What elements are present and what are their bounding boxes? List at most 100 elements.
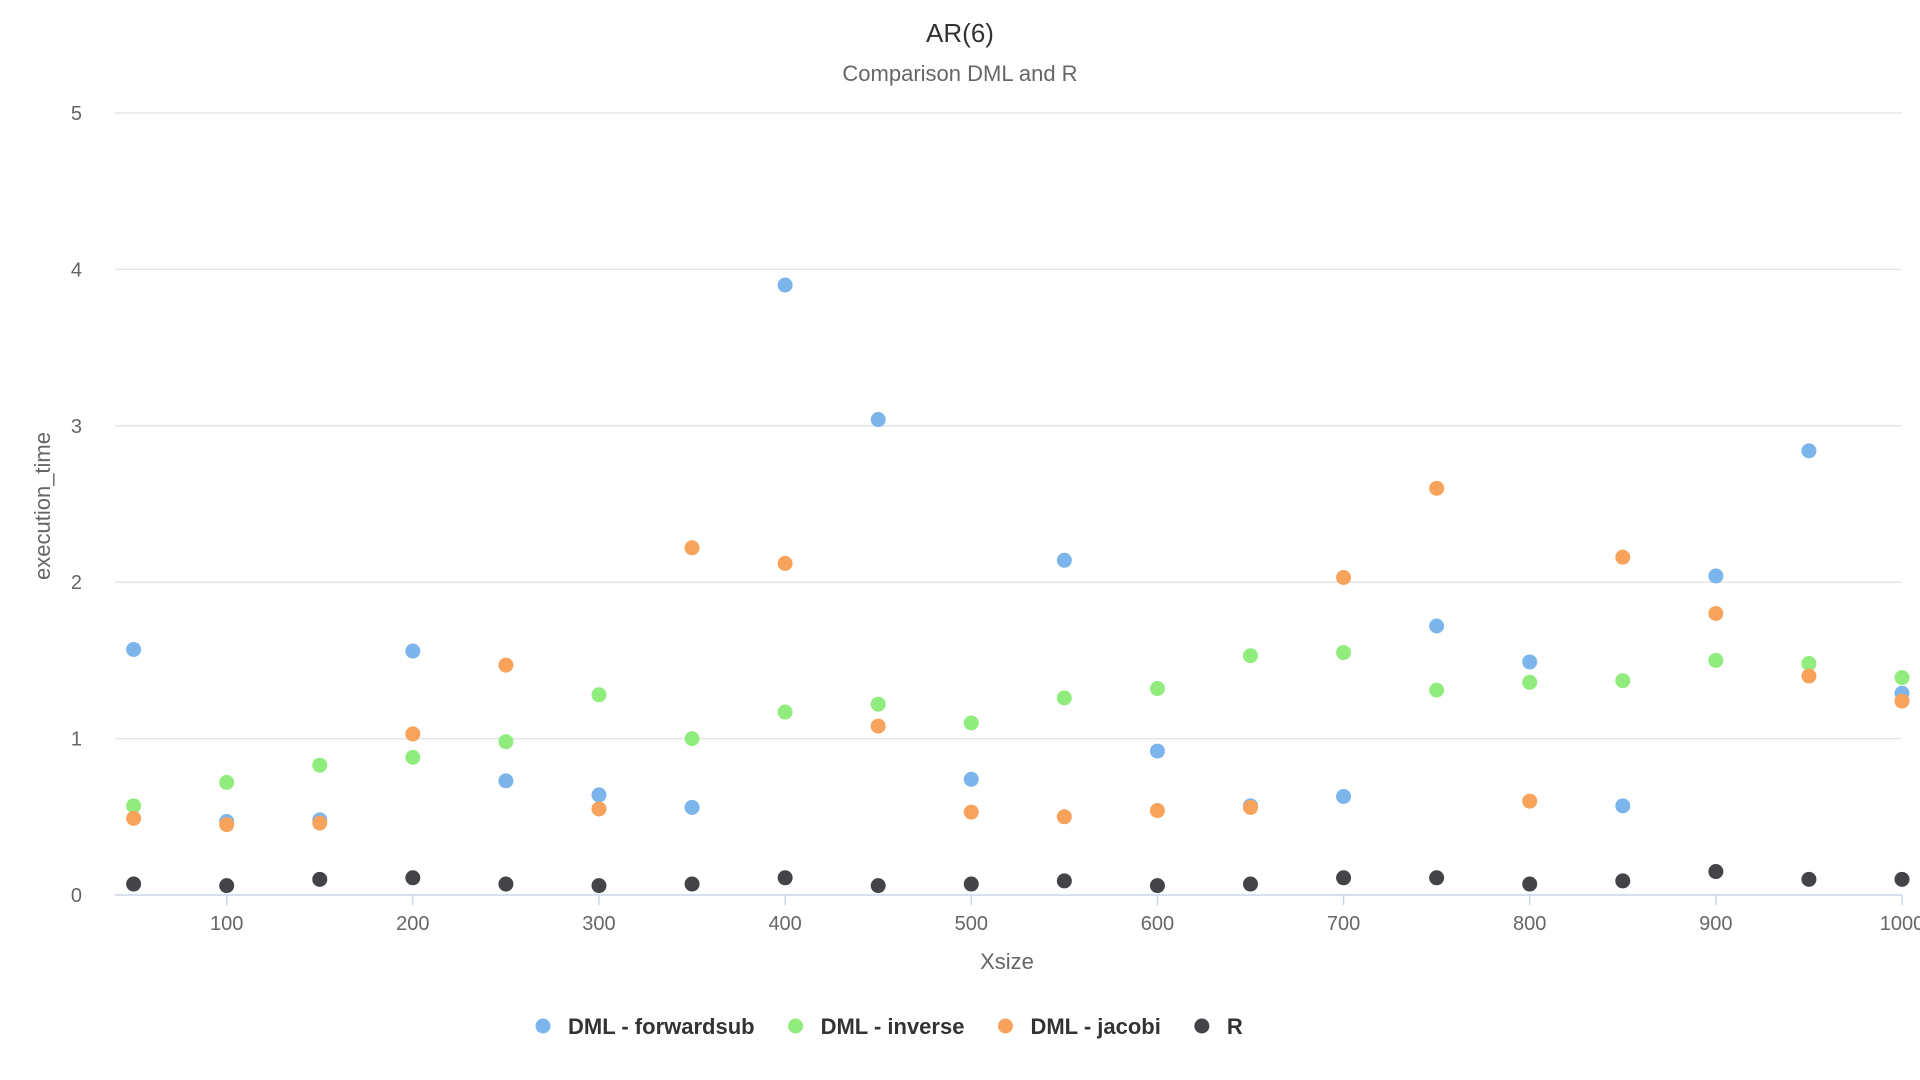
data-point[interactable]	[1801, 871, 1817, 887]
y-tick-label: 2	[71, 572, 82, 594]
data-point[interactable]	[219, 878, 235, 894]
x-tick-label: 500	[955, 913, 988, 935]
data-point[interactable]	[1708, 864, 1724, 880]
data-point[interactable]	[312, 815, 328, 831]
data-point[interactable]	[126, 641, 142, 657]
data-point[interactable]	[1894, 670, 1910, 686]
data-point[interactable]	[498, 876, 514, 892]
data-point[interactable]	[1242, 876, 1258, 892]
data-point[interactable]	[405, 870, 421, 886]
legend-item[interactable]: R	[1194, 1014, 1243, 1039]
data-point[interactable]	[126, 810, 142, 826]
data-point[interactable]	[312, 871, 328, 887]
data-point[interactable]	[777, 870, 793, 886]
data-point[interactable]	[777, 555, 793, 571]
data-point[interactable]	[1429, 870, 1445, 886]
data-point[interactable]	[1242, 799, 1258, 815]
data-point[interactable]	[1801, 443, 1817, 459]
data-point[interactable]	[1056, 809, 1072, 825]
data-point[interactable]	[1149, 681, 1165, 697]
data-point[interactable]	[219, 774, 235, 790]
data-point[interactable]	[1429, 618, 1445, 634]
data-point[interactable]	[1522, 876, 1538, 892]
data-point[interactable]	[684, 799, 700, 815]
data-point[interactable]	[591, 787, 607, 803]
data-point[interactable]	[1522, 793, 1538, 809]
data-point[interactable]	[1894, 693, 1910, 709]
y-axis-title: execution_time	[30, 432, 55, 580]
data-point[interactable]	[963, 804, 979, 820]
data-point[interactable]	[1149, 743, 1165, 759]
x-tick-label: 400	[768, 913, 801, 935]
data-point[interactable]	[777, 704, 793, 720]
data-point[interactable]	[405, 643, 421, 659]
data-point[interactable]	[405, 749, 421, 765]
data-point[interactable]	[1708, 652, 1724, 668]
data-point[interactable]	[963, 715, 979, 731]
data-point[interactable]	[1336, 788, 1352, 804]
data-point[interactable]	[591, 687, 607, 703]
data-point[interactable]	[870, 718, 886, 734]
data-point[interactable]	[1615, 673, 1631, 689]
data-point[interactable]	[963, 876, 979, 892]
x-tick-label: 600	[1141, 913, 1174, 935]
series-3	[126, 864, 1910, 894]
data-points	[126, 277, 1910, 894]
data-point[interactable]	[1056, 690, 1072, 706]
data-point[interactable]	[1056, 873, 1072, 889]
data-point[interactable]	[1522, 654, 1538, 670]
legend-item[interactable]: DML - forwardsub	[535, 1014, 755, 1039]
data-point[interactable]	[1708, 568, 1724, 584]
legend[interactable]: DML - forwardsub DML - inverse DML - jacob…	[535, 1014, 1243, 1039]
data-point[interactable]	[684, 876, 700, 892]
data-point[interactable]	[126, 798, 142, 814]
data-point[interactable]	[1801, 656, 1817, 672]
data-point[interactable]	[591, 801, 607, 817]
data-point[interactable]	[1615, 873, 1631, 889]
data-point[interactable]	[870, 878, 886, 894]
series-1	[126, 645, 1910, 814]
legend-item[interactable]: DML - inverse	[788, 1014, 964, 1039]
data-point[interactable]	[1336, 645, 1352, 661]
data-point[interactable]	[1149, 803, 1165, 819]
series-2	[126, 480, 1910, 833]
y-tick-label: 1	[71, 729, 82, 751]
data-point[interactable]	[684, 731, 700, 747]
data-point[interactable]	[312, 757, 328, 773]
data-point[interactable]	[219, 817, 235, 833]
legend-marker	[788, 1018, 804, 1034]
data-point[interactable]	[591, 878, 607, 894]
data-point[interactable]	[1149, 878, 1165, 894]
data-point[interactable]	[405, 726, 421, 742]
data-point[interactable]	[1336, 570, 1352, 586]
legend-item[interactable]: DML - jacobi	[997, 1014, 1161, 1039]
data-point[interactable]	[870, 412, 886, 428]
legend-label: R	[1227, 1014, 1243, 1039]
axes: 0 1 2 3 4 5 100 200 300 400 500 600 700 800 900 1000	[71, 103, 1920, 935]
series-0	[126, 277, 1910, 829]
data-point[interactable]	[1615, 549, 1631, 565]
data-point[interactable]	[684, 540, 700, 556]
x-tick-label: 700	[1327, 913, 1360, 935]
data-point[interactable]	[1708, 605, 1724, 621]
data-point[interactable]	[498, 734, 514, 750]
data-point[interactable]	[1336, 870, 1352, 886]
data-point[interactable]	[498, 773, 514, 789]
data-point[interactable]	[1242, 648, 1258, 664]
chart-title: AR(6)	[926, 18, 994, 48]
data-point[interactable]	[1894, 871, 1910, 887]
data-point[interactable]	[498, 657, 514, 673]
data-point[interactable]	[1522, 674, 1538, 690]
data-point[interactable]	[1056, 552, 1072, 568]
data-point[interactable]	[1429, 682, 1445, 698]
data-point[interactable]	[1429, 480, 1445, 496]
x-axis-title: Xsize	[980, 949, 1034, 974]
legend-marker	[1194, 1018, 1210, 1034]
data-point[interactable]	[1801, 668, 1817, 684]
data-point[interactable]	[870, 696, 886, 712]
data-point[interactable]	[777, 277, 793, 293]
data-point[interactable]	[1615, 798, 1631, 814]
data-point[interactable]	[126, 876, 142, 892]
data-point[interactable]	[963, 771, 979, 787]
